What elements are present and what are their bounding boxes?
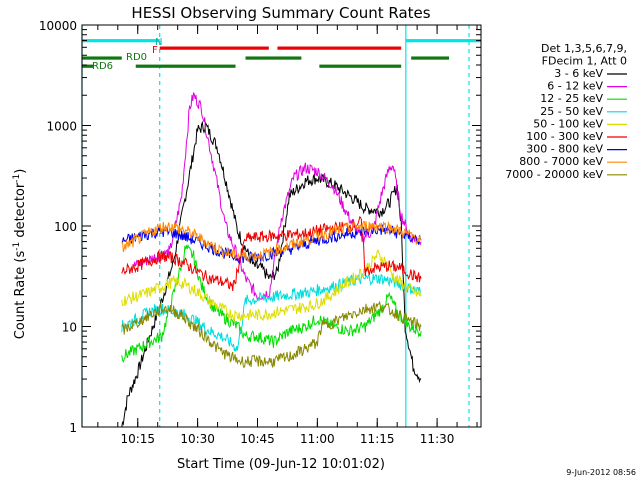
series-lines xyxy=(121,92,422,428)
legend-label-6: 300 - 800 keV xyxy=(526,143,603,156)
x-tick-label-4: 11:15 xyxy=(360,432,395,446)
legend-header-0: Det 1,3,5,6,7,9, xyxy=(541,42,627,55)
y-tick-label-2: 100 xyxy=(54,220,77,234)
flag-rd6-1 xyxy=(135,64,236,68)
legend-label-4: 50 - 100 keV xyxy=(533,117,603,130)
flag-rd0-0 xyxy=(82,56,122,60)
y-tick-label-1: 10 xyxy=(62,321,77,335)
legend-label-8: 7000 - 20000 keV xyxy=(505,168,603,181)
footer-date: 9-Jun-2012 08:56 xyxy=(566,468,636,477)
series-line-5 xyxy=(121,216,422,291)
y-tick-label-0: 1 xyxy=(69,421,77,435)
legend: Det 1,3,5,6,7,9,FDecim 1, Att 03 - 6 keV… xyxy=(505,42,627,181)
flag-night-0 xyxy=(82,39,160,43)
x-tick-label-3: 11:00 xyxy=(300,432,335,446)
flag-rd0-2 xyxy=(411,56,450,60)
flag-bars: NF RD0 RD6 xyxy=(82,37,481,72)
chart-title: HESSI Observing Summary Count Rates xyxy=(131,4,430,22)
legend-label-3: 25 - 50 keV xyxy=(540,105,603,118)
y-tick-label-4: 10000 xyxy=(39,19,77,33)
axes: 1 10 100 1000 10000 10:15 10:30 10:45 11:00 11:15… xyxy=(39,19,482,446)
flag-rd6-2 xyxy=(319,64,402,68)
legend-header-1: FDecim 1, Att 0 xyxy=(542,55,627,68)
legend-label-2: 12 - 25 keV xyxy=(540,92,603,105)
y-axis-label: Count Rate (s-1 detector-1) xyxy=(12,169,28,340)
x-tick-label-0: 10:15 xyxy=(120,432,155,446)
flag-flare-1 xyxy=(277,46,402,50)
flag-label-night: N xyxy=(155,37,162,48)
legend-label-7: 800 - 7000 keV xyxy=(519,155,603,168)
series-line-0 xyxy=(121,120,422,428)
flag-flare-0 xyxy=(159,46,269,50)
flag-rd6-0 xyxy=(82,64,94,68)
x-axis-label: Start Time (09-Jun-12 10:01:02) xyxy=(177,457,385,472)
y-tick-label-3: 1000 xyxy=(46,120,77,134)
legend-label-0: 3 - 6 keV xyxy=(554,67,603,80)
series-line-8 xyxy=(121,300,422,369)
series-line-2 xyxy=(121,243,422,363)
series-line-4 xyxy=(121,249,422,323)
legend-label-1: 6 - 12 keV xyxy=(547,80,603,93)
x-tick-label-2: 10:45 xyxy=(240,432,275,446)
flag-night-1 xyxy=(405,39,481,43)
flag-label-rd0: RD0 xyxy=(126,52,147,63)
flag-rd0-1 xyxy=(245,56,302,60)
flag-label-rd6: RD6 xyxy=(92,61,113,72)
series-line-3 xyxy=(121,273,422,352)
x-tick-label-1: 10:30 xyxy=(180,432,215,446)
series-line-7 xyxy=(121,220,422,263)
legend-label-5: 100 - 300 keV xyxy=(526,130,603,143)
flag-label-flare: F xyxy=(152,45,158,56)
x-tick-label-5: 11:30 xyxy=(420,432,455,446)
